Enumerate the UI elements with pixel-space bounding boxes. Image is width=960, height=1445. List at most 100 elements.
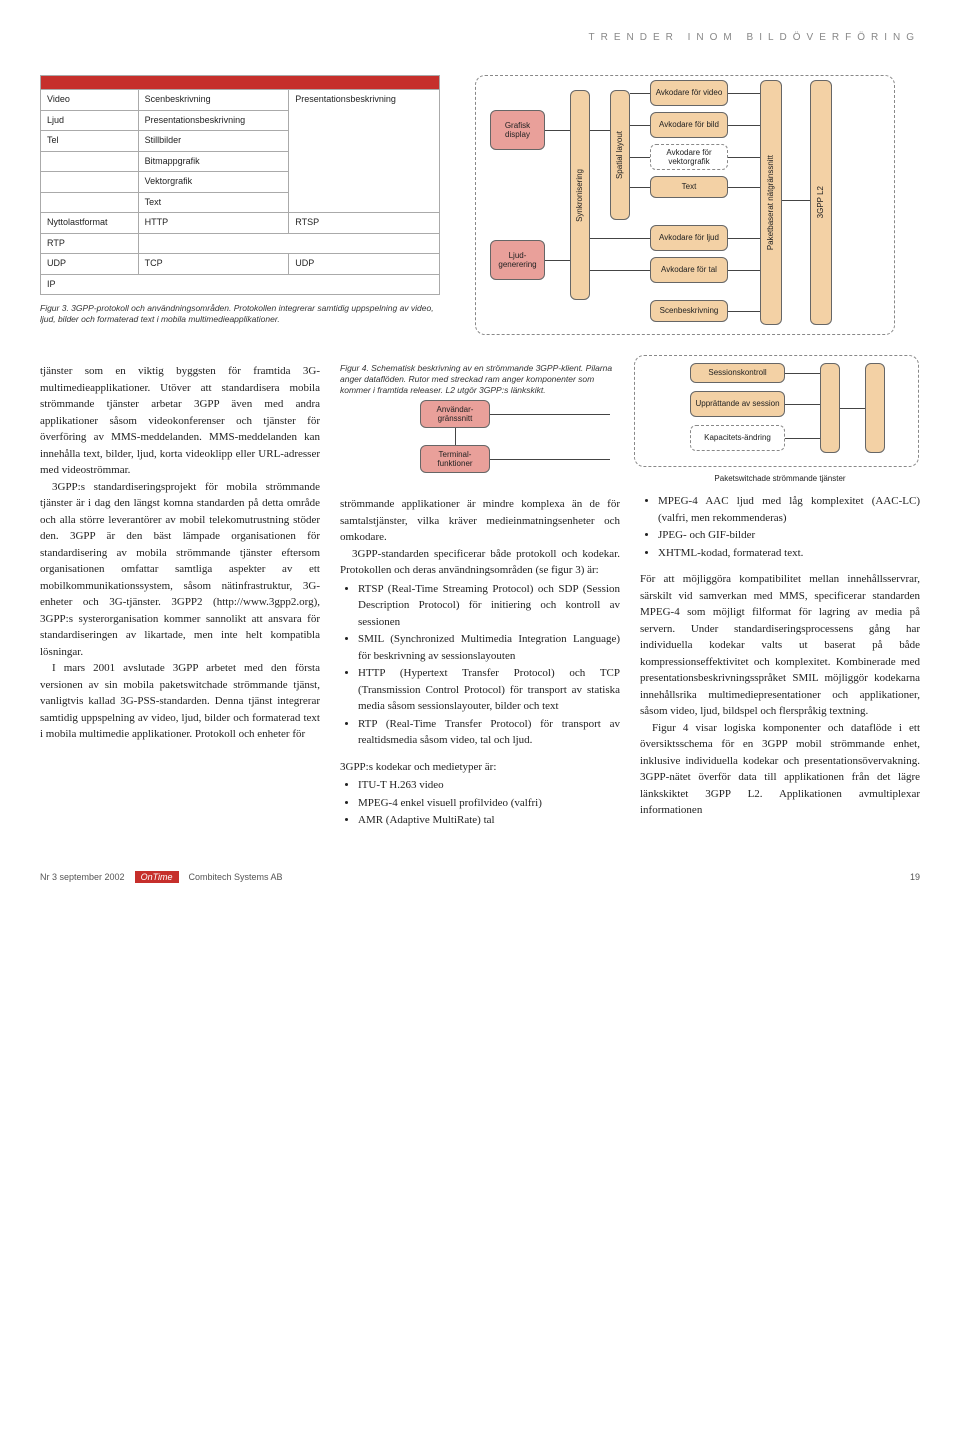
table-cell: TCP bbox=[138, 254, 289, 275]
body-columns: tjänster som en viktig byggsten för fram… bbox=[40, 363, 920, 831]
figure-3: Video Scenbeskrivning Presentationsbeskr… bbox=[40, 75, 440, 345]
list-item: SMIL (Synchronized Multimedia Integratio… bbox=[358, 631, 620, 664]
body-text: Figur 4 visar logiska komponenter och da… bbox=[640, 720, 920, 819]
table-cell: Video bbox=[41, 90, 139, 111]
figure-4-caption: Figur 4. Schematisk beskrivning av en st… bbox=[340, 363, 620, 396]
table-cell: Nyttolastformat bbox=[41, 213, 139, 234]
column-3: Sessionskontroll Upprättande av session … bbox=[640, 363, 920, 831]
connector bbox=[630, 187, 650, 188]
bullet-list: RTSP (Real-Time Streaming Protocol) och … bbox=[340, 581, 620, 749]
connector bbox=[455, 428, 456, 445]
box-anvandargranssnitt: Användar-gränssnitt bbox=[420, 400, 490, 428]
box-synkronisering: Synkronisering bbox=[570, 90, 590, 300]
label-paket-nat: Paketbaserat nätgränssnitt bbox=[766, 155, 775, 250]
connector bbox=[728, 157, 760, 158]
table-cell: IP bbox=[41, 274, 440, 295]
table-cell: UDP bbox=[41, 254, 139, 275]
connector bbox=[728, 270, 760, 271]
body-text: I mars 2001 avslutade 3GPP arbetet med d… bbox=[40, 660, 320, 743]
list-item: AMR (Adaptive MultiRate) tal bbox=[358, 812, 620, 829]
connector bbox=[630, 157, 650, 158]
box-avkodare-vektor: Avkodare för vektorgrafik bbox=[650, 144, 728, 170]
list-item: XHTML-kodad, formaterad text. bbox=[658, 545, 920, 562]
figure-3-caption: Figur 3. 3GPP-protokoll och användningso… bbox=[40, 303, 440, 325]
box-avkodare-bild: Avkodare för bild bbox=[650, 112, 728, 138]
table-cell: RTSP bbox=[289, 213, 440, 234]
table-cell: Text bbox=[138, 192, 289, 213]
connector bbox=[728, 187, 760, 188]
bullet-list: MPEG-4 AAC ljud med låg komplexitet (AAC… bbox=[640, 493, 920, 561]
ontime-logo: OnTime bbox=[135, 871, 179, 883]
connector bbox=[728, 238, 760, 239]
body-text: För att möjliggöra kompatibilitet mellan… bbox=[640, 571, 920, 720]
table-cell: Scenbeskrivning bbox=[138, 90, 289, 111]
list-item: RTP (Real-Time Transfer Protocol) för tr… bbox=[358, 716, 620, 749]
box-text: Text bbox=[650, 176, 728, 198]
page-header-title: TRENDER INOM BILDÖVERFÖRING bbox=[40, 30, 920, 45]
connector bbox=[728, 125, 760, 126]
figure-4-diagram: Grafisk display Ljud-generering Synkroni… bbox=[470, 75, 920, 345]
table-cell: HTTP bbox=[138, 213, 289, 234]
body-text: 3GPP:s kodekar och medietyper är: bbox=[340, 759, 620, 776]
figure-row: Video Scenbeskrivning Presentationsbeskr… bbox=[40, 75, 920, 345]
body-text: 3GPP:s standardiseringsprojekt för mobil… bbox=[40, 479, 320, 661]
box-paketbaserat-right bbox=[820, 363, 840, 453]
connector bbox=[785, 404, 820, 405]
connector bbox=[590, 238, 650, 239]
session-caption: Paketswitchade strömmande tjänster bbox=[640, 473, 920, 485]
box-upprattande: Upprättande av session bbox=[690, 391, 785, 417]
table-cell: Presentationsbeskrivning bbox=[138, 110, 289, 131]
session-diagram: Sessionskontroll Upprättande av session … bbox=[640, 363, 920, 483]
table-cell bbox=[41, 151, 139, 172]
label-l2: 3GPP L2 bbox=[816, 186, 825, 218]
connector bbox=[630, 125, 650, 126]
page-footer: Nr 3 september 2002 OnTime Combitech Sys… bbox=[40, 871, 920, 885]
list-item: HTTP (Hypertext Transfer Protocol) och T… bbox=[358, 665, 620, 715]
connector bbox=[840, 408, 865, 409]
connector bbox=[785, 438, 820, 439]
footer-left: Nr 3 september 2002 OnTime Combitech Sys… bbox=[40, 871, 283, 885]
table-cell: RTP bbox=[41, 233, 139, 254]
list-item: MPEG-4 AAC ljud med låg komplexitet (AAC… bbox=[658, 493, 920, 526]
table-cell: Tel bbox=[41, 131, 139, 152]
box-spatial-layout: Spatial layout bbox=[610, 90, 630, 220]
connector bbox=[490, 459, 610, 460]
body-text: 3GPP-standarden specificerar både protok… bbox=[340, 546, 620, 579]
box-avkodare-ljud: Avkodare för ljud bbox=[650, 225, 728, 251]
column-2: Figur 4. Schematisk beskrivning av en st… bbox=[340, 363, 620, 831]
box-terminalfunktioner: Terminal-funktioner bbox=[420, 445, 490, 473]
connector bbox=[630, 93, 650, 94]
box-kapacitetsandring: Kapacitets-ändring bbox=[690, 425, 785, 451]
connector bbox=[490, 414, 610, 415]
box-3gpp-l2: 3GPP L2 bbox=[810, 80, 832, 325]
table-cell bbox=[138, 233, 439, 254]
list-item: MPEG-4 enkel visuell profilvideo (valfri… bbox=[358, 795, 620, 812]
table-cell: Bitmappgrafik bbox=[138, 151, 289, 172]
body-text: tjänster som en viktig byggsten för fram… bbox=[40, 363, 320, 479]
list-item: ITU-T H.263 video bbox=[358, 777, 620, 794]
company-name: Combitech Systems AB bbox=[189, 872, 283, 882]
connector bbox=[545, 260, 570, 261]
label-spatial: Spatial layout bbox=[615, 131, 624, 179]
bullet-list: ITU-T H.263 video MPEG-4 enkel visuell p… bbox=[340, 777, 620, 829]
page-number: 19 bbox=[910, 871, 920, 885]
table-cell: Stillbilder bbox=[138, 131, 289, 152]
table-cell: Vektorgrafik bbox=[138, 172, 289, 193]
connector bbox=[545, 130, 570, 131]
box-ljudgenerering: Ljud-generering bbox=[490, 240, 545, 280]
table-cell: UDP bbox=[289, 254, 440, 275]
connector bbox=[590, 130, 610, 131]
table-cell: Ljud bbox=[41, 110, 139, 131]
list-item: JPEG- och GIF-bilder bbox=[658, 527, 920, 544]
column-1: tjänster som en viktig byggsten för fram… bbox=[40, 363, 320, 831]
connector bbox=[728, 93, 760, 94]
box-avkodare-tal: Avkodare för tal bbox=[650, 257, 728, 283]
box-avkodare-video: Avkodare för video bbox=[650, 80, 728, 106]
body-text: strömmande applikationer är mindre kompl… bbox=[340, 496, 620, 546]
connector bbox=[782, 200, 810, 201]
connector bbox=[785, 373, 820, 374]
box-l2-right bbox=[865, 363, 885, 453]
table-cell bbox=[41, 192, 139, 213]
box-grafisk-display: Grafisk display bbox=[490, 110, 545, 150]
table-cell bbox=[41, 172, 139, 193]
